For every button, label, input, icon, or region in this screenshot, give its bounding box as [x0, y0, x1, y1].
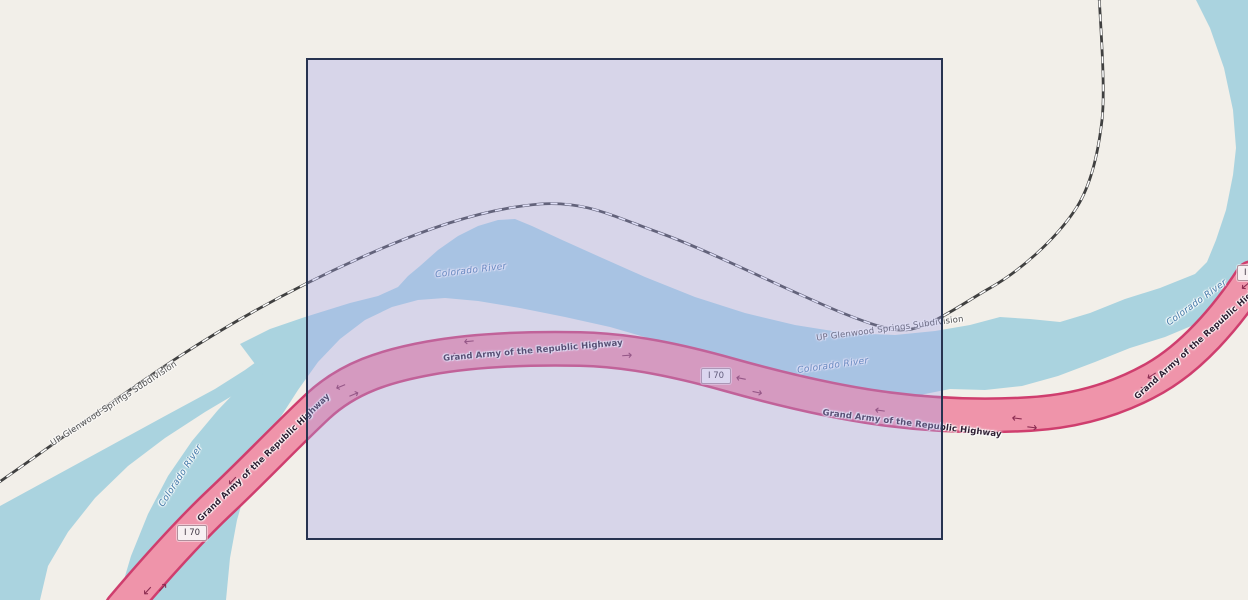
- highway-i70-road: [108, 263, 1248, 600]
- railway-dashes: [0, 0, 1105, 483]
- selection-rectangle: [306, 58, 943, 540]
- interstate-shield: I 70: [701, 368, 731, 384]
- interstate-shield: I 70: [177, 525, 207, 541]
- interstate-shield: I 70: [1237, 265, 1248, 281]
- water-colorado-river-main: [118, 0, 1248, 600]
- water-colorado-river-strip: [0, 362, 263, 600]
